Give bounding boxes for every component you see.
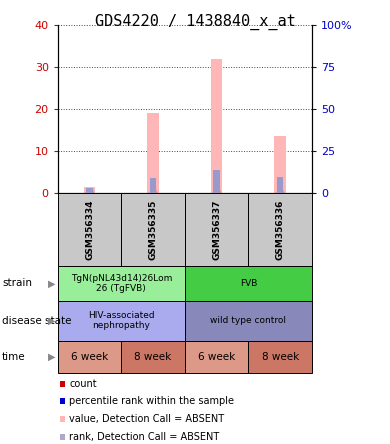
Text: GSM356337: GSM356337 [212, 199, 221, 260]
Text: rank, Detection Call = ABSENT: rank, Detection Call = ABSENT [69, 432, 220, 442]
Bar [150, 178, 156, 193]
Bar [86, 188, 93, 193]
Text: ▶: ▶ [48, 352, 56, 361]
Text: wild type control: wild type control [211, 316, 286, 325]
Bar [275, 136, 286, 193]
Bar [213, 170, 220, 193]
Bar [211, 59, 222, 193]
Text: FVB: FVB [240, 279, 257, 288]
Text: GDS4220 / 1438840_x_at: GDS4220 / 1438840_x_at [95, 14, 295, 30]
Text: time: time [2, 352, 26, 361]
Text: GSM356335: GSM356335 [149, 200, 158, 260]
Text: value, Detection Call = ABSENT: value, Detection Call = ABSENT [69, 414, 225, 424]
Text: GSM356336: GSM356336 [276, 200, 285, 260]
Text: percentile rank within the sample: percentile rank within the sample [69, 396, 234, 406]
Text: 6 week: 6 week [198, 352, 235, 361]
Text: ▶: ▶ [48, 278, 56, 289]
Text: 8 week: 8 week [135, 352, 172, 361]
Bar [147, 113, 159, 193]
Text: GSM356334: GSM356334 [85, 199, 94, 260]
Bar [277, 177, 284, 193]
Bar [84, 187, 95, 193]
Text: ▶: ▶ [48, 316, 56, 325]
Text: 6 week: 6 week [71, 352, 108, 361]
Text: count: count [69, 379, 97, 388]
Text: disease state: disease state [2, 316, 71, 325]
Text: 8 week: 8 week [262, 352, 299, 361]
Text: HIV-associated
nephropathy: HIV-associated nephropathy [88, 311, 154, 330]
Text: TgN(pNL43d14)26Lom
26 (TgFVB): TgN(pNL43d14)26Lom 26 (TgFVB) [71, 274, 172, 293]
Text: strain: strain [2, 278, 32, 289]
